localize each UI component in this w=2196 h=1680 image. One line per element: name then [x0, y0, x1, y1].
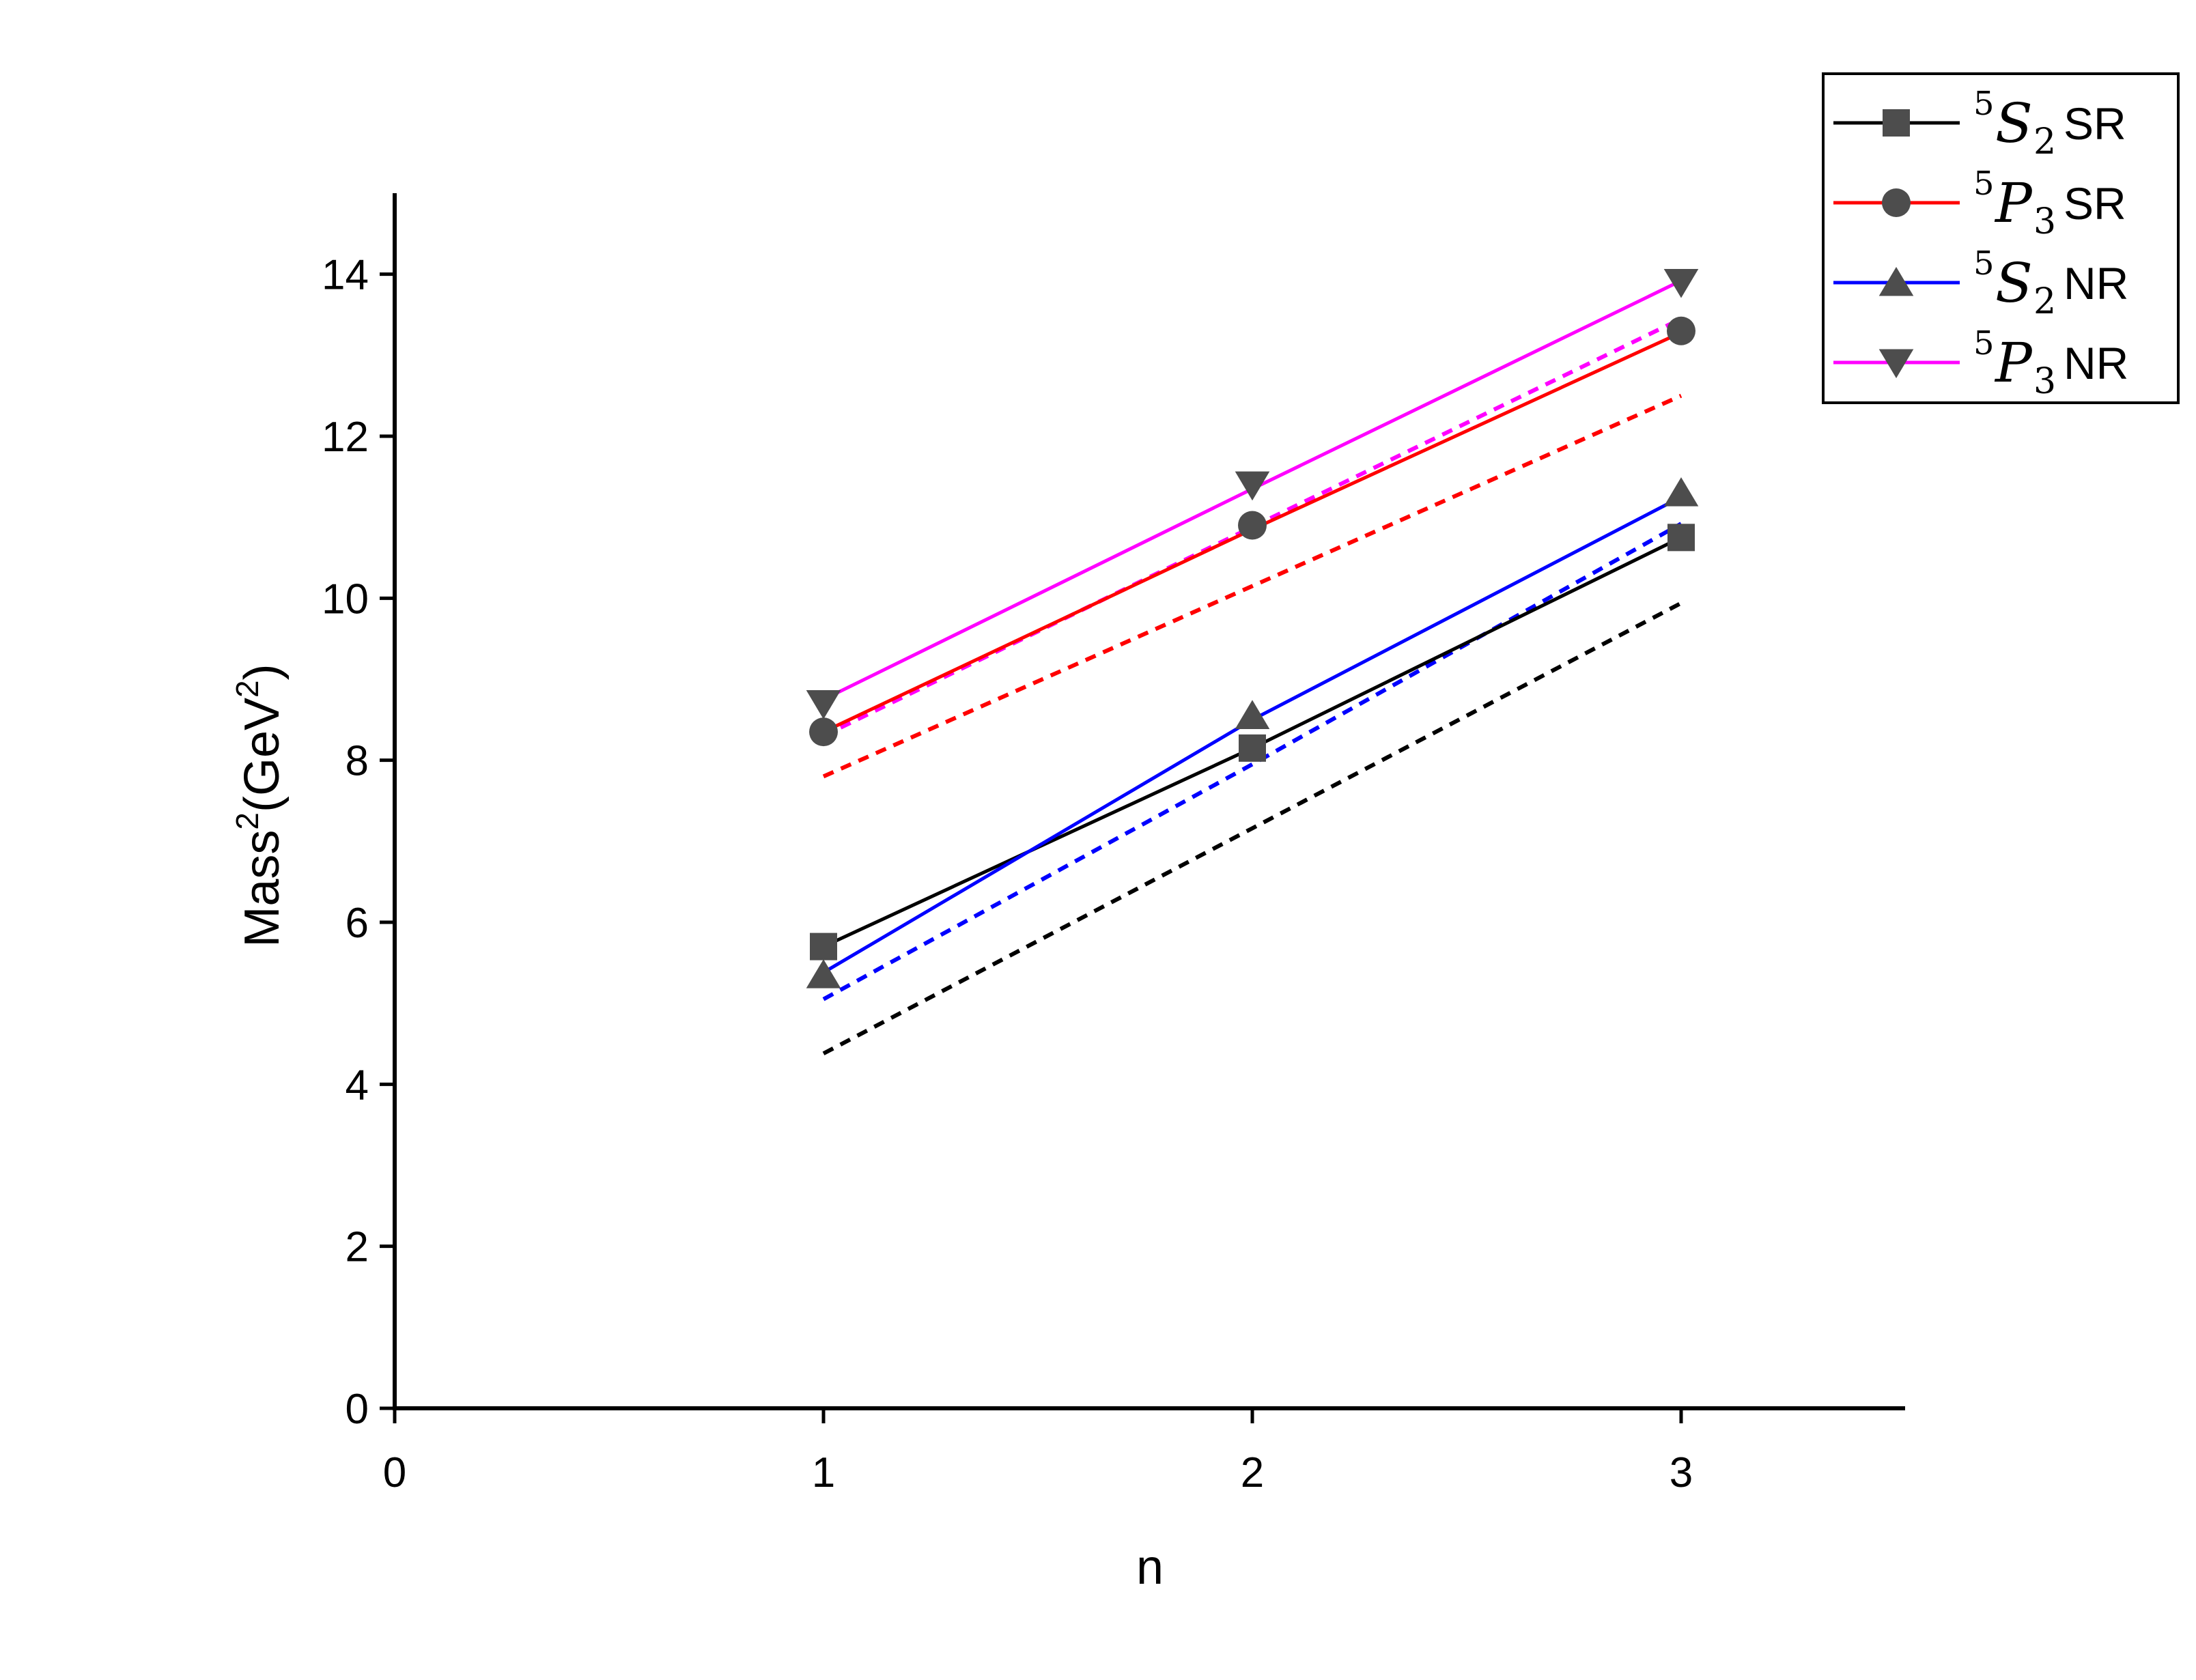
x-axis-title: n [1136, 1540, 1164, 1595]
legend-label-suffix: SR [2064, 98, 2126, 149]
legend-label-letter: S [1995, 251, 2033, 315]
x-tick-label: 3 [1670, 1449, 1693, 1496]
x-tick-label: 0 [383, 1449, 406, 1496]
legend: 5 S 2 SR5 P 3 SR5 S 2 NR5 P 3 NR [1822, 72, 2180, 404]
legend-label-sub: 2 [2033, 281, 2056, 322]
legend-entry-2: 5 S 2 NR [1833, 244, 2128, 322]
y-axis-title-sup2: 2 [229, 680, 265, 698]
data-point-square [1239, 734, 1266, 762]
legend-label-sub: 2 [2033, 122, 2056, 162]
series-1-dashed-line [822, 393, 1683, 779]
data-point-triangle-down [1663, 268, 1699, 298]
y-tick-label: 2 [346, 1224, 369, 1271]
data-point-triangle-up [806, 959, 841, 988]
legend-label-sup: 5 [1973, 85, 1995, 123]
y-tick-label: 4 [346, 1062, 369, 1109]
data-point-triangle-down [1235, 471, 1270, 501]
y-tick-label: 0 [346, 1386, 369, 1433]
y-tick-label: 8 [346, 738, 369, 785]
y-tick-label: 6 [346, 900, 369, 947]
legend-entries: 5 S 2 SR5 P 3 SR5 S 2 NR5 P 3 NR [1833, 85, 2128, 402]
data-point-triangle-up [1235, 700, 1270, 729]
series-2-dashed-line [822, 522, 1683, 1001]
series-3-dashed-line [822, 317, 1683, 738]
data-point-triangle-down [806, 690, 841, 720]
series-0-dashed-line [822, 601, 1683, 1055]
data-point-circle [1238, 511, 1267, 540]
data-point-triangle-up [1878, 267, 1914, 296]
legend-label-sub: 3 [2033, 361, 2056, 402]
series-layer [806, 268, 1699, 1055]
legend-label-sup: 5 [1973, 244, 1995, 283]
y-axis-ticks: 0 2 4 6 8 10 12 14 [322, 252, 395, 1433]
y-tick-label: 12 [322, 414, 369, 461]
y-axis-title: Mass2(GeV2) [229, 664, 290, 947]
legend-box [1822, 72, 2180, 404]
legend-entry-3: 5 P 3 NR [1833, 324, 2128, 402]
legend-label-letter: S [1995, 91, 2033, 155]
y-axis-title-sup1: 2 [229, 812, 265, 830]
legend-label-letter: P [1994, 171, 2033, 235]
legend-label-sup: 5 [1973, 165, 1995, 203]
x-tick-label: 1 [812, 1449, 835, 1496]
data-point-circle [1882, 188, 1911, 217]
data-point-circle [809, 717, 838, 747]
y-axis-title-unit: (GeV [235, 698, 290, 812]
data-point-square [1667, 524, 1695, 552]
data-point-circle [1667, 316, 1695, 345]
y-tick-label: 10 [322, 575, 369, 623]
y-tick-label: 14 [322, 252, 369, 299]
legend-entry-0: 5 S 2 SR [1833, 85, 2126, 162]
legend-label-suffix: NR [2064, 258, 2128, 309]
x-axis-ticks: 0 1 2 3 [383, 1408, 1693, 1496]
y-axis-title-close: ) [235, 664, 290, 680]
legend-label-sub: 3 [2033, 201, 2056, 242]
data-point-square [810, 932, 837, 960]
legend-label-letter: P [1994, 331, 2033, 395]
legend-label-sup: 5 [1973, 324, 1995, 362]
legend-label-suffix: SR [2064, 178, 2126, 229]
data-point-square [1883, 109, 1910, 137]
legend-label-suffix: NR [2064, 338, 2128, 388]
x-tick-label: 2 [1241, 1449, 1264, 1496]
y-axis-title-main: Mass [235, 830, 290, 948]
data-point-triangle-down [1878, 349, 1914, 378]
legend-entry-1: 5 P 3 SR [1833, 165, 2126, 242]
data-point-triangle-up [1663, 477, 1699, 507]
